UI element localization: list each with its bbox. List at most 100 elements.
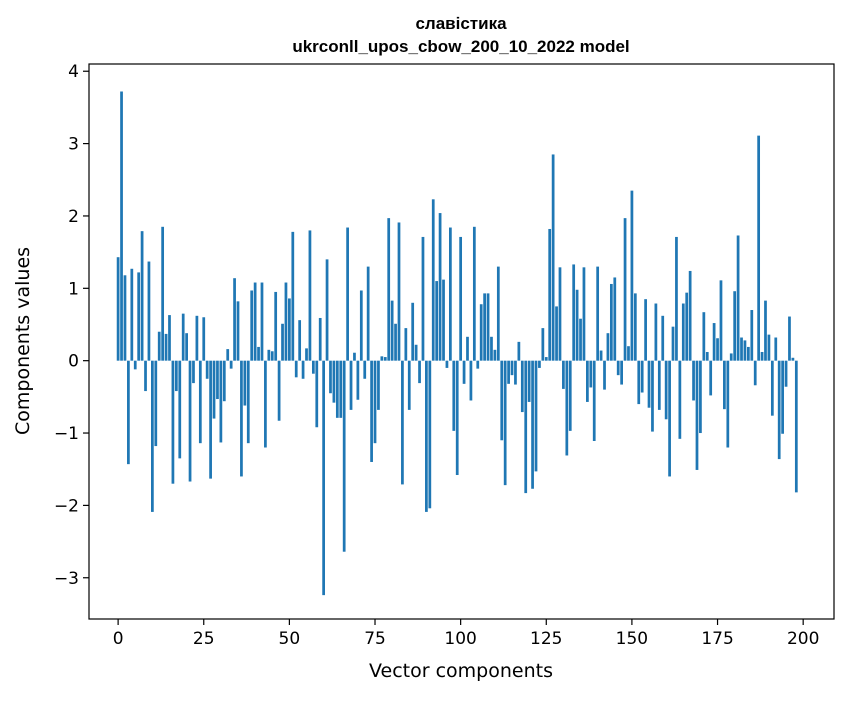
bar [233, 278, 236, 361]
bar [486, 293, 490, 361]
bar [562, 360, 565, 389]
bar [171, 360, 175, 484]
bar [414, 344, 418, 361]
bar [318, 317, 322, 361]
bar [712, 323, 716, 361]
bar [226, 349, 230, 361]
bar [675, 236, 678, 361]
bar [764, 300, 767, 361]
bar [387, 218, 391, 361]
bar [541, 328, 545, 361]
bar [705, 351, 709, 361]
bar [342, 360, 346, 552]
bar [195, 315, 199, 361]
bar [442, 279, 445, 361]
bar [120, 91, 123, 361]
bar [781, 360, 784, 434]
bar [661, 315, 665, 361]
bar [133, 360, 137, 370]
bar [599, 350, 603, 361]
x-tick-label: 75 [364, 629, 386, 649]
bar [431, 199, 435, 361]
bar [527, 360, 531, 402]
bar [246, 360, 250, 444]
bar [130, 268, 134, 361]
bar [777, 360, 781, 460]
x-tick-label: 0 [113, 629, 124, 649]
bar [726, 360, 730, 448]
bar [428, 360, 432, 509]
bar [418, 360, 421, 384]
bar [188, 360, 192, 482]
bar [503, 360, 507, 486]
bar [147, 261, 151, 361]
bar [743, 340, 747, 361]
bar [699, 360, 702, 434]
bar [685, 292, 689, 361]
bar [288, 298, 291, 361]
bar [729, 353, 733, 361]
plot-frame [88, 63, 835, 620]
bar [284, 282, 288, 361]
bar [181, 313, 185, 361]
bar [716, 338, 719, 361]
bar [401, 360, 404, 485]
x-axis-ticks: 0 25 50 75 100 125 150 175 200 [113, 619, 819, 649]
chart-subtitle: ukrconll_upos_cbow_200_10_2022 model [292, 37, 629, 56]
bar [144, 360, 147, 392]
bar [267, 349, 271, 361]
bar [616, 360, 620, 376]
bar [264, 360, 267, 448]
bar [637, 360, 641, 405]
bar [366, 266, 370, 361]
bar [695, 360, 699, 470]
bar [123, 275, 127, 361]
bar [633, 293, 637, 361]
bar [681, 303, 685, 361]
bar [407, 360, 411, 410]
bar [702, 312, 706, 361]
bar [174, 360, 178, 392]
bar [164, 333, 168, 361]
bar [620, 360, 623, 385]
bar [397, 222, 401, 361]
bar [613, 277, 617, 361]
bar [654, 303, 658, 361]
x-tick-label: 100 [444, 629, 476, 649]
y-tick-label: 0 [68, 352, 79, 372]
bar [346, 227, 349, 361]
bar [490, 336, 493, 361]
bar [421, 236, 425, 361]
bar [291, 231, 295, 361]
bar [472, 226, 476, 361]
bar [205, 360, 209, 379]
bar [332, 360, 336, 403]
bar [688, 270, 692, 361]
bar [520, 360, 524, 413]
bar [438, 213, 442, 361]
bar [575, 289, 579, 361]
bar [353, 352, 356, 361]
bar [394, 323, 397, 361]
bar [137, 272, 141, 361]
bar [335, 360, 339, 418]
x-axis-label: Vector components [369, 660, 553, 682]
bar [531, 360, 534, 489]
bar [260, 282, 264, 361]
bar [592, 360, 596, 441]
bar [479, 304, 483, 361]
bar [151, 360, 154, 512]
bar [740, 337, 743, 361]
bar [298, 320, 302, 361]
bar [390, 300, 394, 361]
x-tick-label: 175 [701, 629, 733, 649]
bar [753, 360, 757, 386]
x-tick-label: 200 [787, 629, 819, 649]
bar [435, 281, 439, 361]
bar [198, 360, 202, 444]
bar [534, 360, 538, 472]
bar [257, 346, 260, 361]
y-axis-label: Components values [12, 247, 34, 435]
bar [757, 135, 761, 361]
